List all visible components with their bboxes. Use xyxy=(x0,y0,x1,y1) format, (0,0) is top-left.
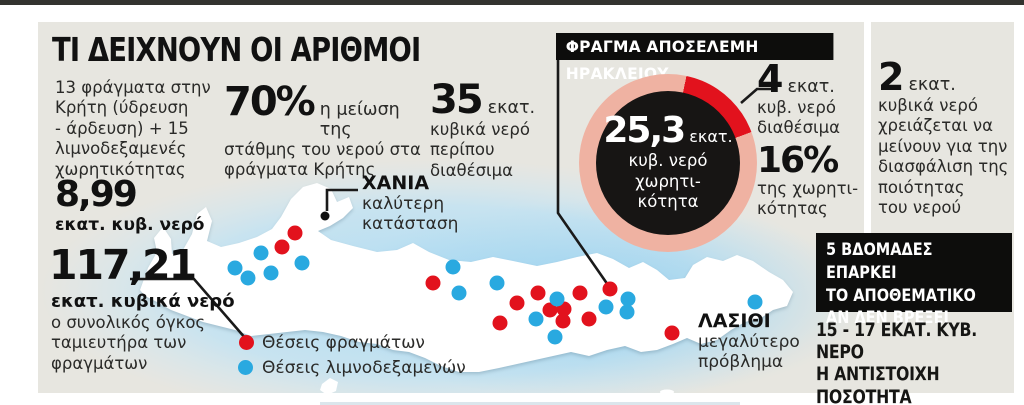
chania-name: ΧΑΝΙΑ xyxy=(362,172,430,194)
map-markers xyxy=(227,225,763,345)
marker-reservoir xyxy=(620,291,636,307)
stat-4-desc: κυβ. νερό διαθέσιμα xyxy=(757,98,840,138)
stat-8-99-unit: εκατ. κυβ. νερό xyxy=(55,215,205,235)
chrysi-islet xyxy=(660,389,674,393)
stat-16-desc: της χωρητι- κότητας xyxy=(757,178,859,219)
stat-117-21-value: 117,21 xyxy=(49,241,197,289)
chania-label: ΧΑΝΙΑ καλύτερη κατάσταση xyxy=(362,173,458,234)
lasithi-desc: μεγαλύτερο πρόβλημα xyxy=(698,331,800,372)
stat-4-unit: εκατ. xyxy=(787,77,835,97)
marker-reservoir xyxy=(489,275,505,291)
intro-text: 13 φράγματα στην Κρήτη (ύδρευση - άρδευσ… xyxy=(55,78,211,179)
donut-unit: εκατ. xyxy=(689,127,733,147)
marker-reservoir xyxy=(227,260,243,276)
stat-35-value: 35 xyxy=(430,77,484,123)
marker-dam xyxy=(581,311,597,327)
stat-2-value: 2 xyxy=(878,55,904,99)
lasithi-name: ΛΑΣΙΘΙ xyxy=(698,310,771,332)
total-volume-callout-line xyxy=(130,277,247,340)
stat-117-21-unit: εκατ. κυβικά νερό xyxy=(51,291,235,312)
bottom-edge-strip xyxy=(320,402,740,405)
marker-reservoir xyxy=(240,270,256,286)
marker-reservoir xyxy=(549,291,565,307)
donut-value: 25,3 xyxy=(603,110,686,152)
marker-dam xyxy=(287,225,303,241)
crete-island xyxy=(140,183,793,372)
marker-reservoir xyxy=(294,255,310,271)
donut-center: 25,3 εκατ. κυβ. νερό χωρητι- κότητα xyxy=(596,91,740,235)
legend-dam-label: Θέσεις φραγμάτων xyxy=(262,333,425,353)
marker-reservoir xyxy=(598,299,614,315)
reserve-warning-box: 5 ΒΔΟΜΑΔΕΣ ΕΠΑΡΚΕΙ ΤΟ ΑΠΟΘΕΜΑΤΙΚΟ ΑΝ ΔΕΝ… xyxy=(816,233,1012,327)
marker-dam xyxy=(542,302,558,318)
legend-reservoir-dot xyxy=(238,360,253,375)
quality-reserve-block: 2 εκατ. κυβικά νερό χρειάζεται να μείνου… xyxy=(878,58,1014,219)
marker-reservoir xyxy=(547,329,563,345)
stat-16-value: 16% xyxy=(757,139,839,181)
stat-2-unit: εκατ. xyxy=(908,75,956,95)
stat-4-value: 4 xyxy=(757,57,783,101)
marker-reservoir xyxy=(253,245,269,261)
legend-dam-dot xyxy=(239,335,254,350)
donut-desc: κυβ. νερό χωρητι- κότητα xyxy=(628,151,708,212)
stat-70-value: 70% xyxy=(224,79,316,125)
marker-reservoir xyxy=(619,304,635,320)
marker-dam xyxy=(274,239,290,255)
marker-dam xyxy=(509,295,525,311)
marker-reservoir xyxy=(528,311,544,327)
stat-35-block: 35 εκατ. κυβικά νερό περίπου διαθέσιμα xyxy=(430,80,550,181)
stat-117-21-desc: ο συνολικός όγκος ταμιευτήρα των φραγμάτ… xyxy=(51,313,206,373)
available-water-block: 4 εκατ. κυβ. νερό διαθέσιμα 16% της χωρη… xyxy=(757,60,865,220)
marker-dam xyxy=(555,313,571,329)
top-rule xyxy=(0,0,1024,5)
stat-2-desc: κυβικά νερό χρειάζεται να μείνουν για τη… xyxy=(878,96,1009,218)
marker-reservoir xyxy=(747,294,763,310)
lasithi-label: ΛΑΣΙΘΙ μεγαλύτερο πρόβλημα xyxy=(698,311,800,372)
gavdos-islet xyxy=(320,378,338,393)
page-title: ΤΙ ΔΕΙΧΝΟΥΝ ΟΙ ΑΡΙΘΜΟΙ xyxy=(52,30,421,69)
stat-70-block: 70% η μείωση της στάθμης του νερού στα φ… xyxy=(224,82,424,181)
dam-header: ΦΡΑΓΜΑ ΑΠΟΣΕΛΕΜΗ ΗΡΑΚΛΕΙΟΥ xyxy=(556,33,834,83)
capacity-donut-chart: 25,3 εκατ. κυβ. νερό χωρητι- κότητα xyxy=(579,74,757,252)
last-year-note: 15 - 17 ΕΚΑΤ. ΚΥΒ. ΝΕΡΟ Η ΑΝΤΙΣΤΟΙΧΗ ΠΟΣ… xyxy=(816,320,977,405)
marker-reservoir xyxy=(445,259,461,275)
stat-70-lead: η μείωση της xyxy=(319,100,400,140)
column-divider xyxy=(864,22,871,234)
available-callout-line xyxy=(740,87,776,104)
marker-reservoir xyxy=(263,265,279,281)
marker-reservoir xyxy=(451,285,467,301)
reserve-warning-text: 5 ΒΔΟΜΑΔΕΣ ΕΠΑΡΚΕΙ ΤΟ ΑΠΟΘΕΜΑΤΙΚΟ ΑΝ ΔΕΝ… xyxy=(826,240,976,328)
stat-8-99-value: 8,99 xyxy=(55,174,138,215)
chania-city-dot xyxy=(320,211,330,221)
marker-dam xyxy=(664,325,680,341)
marker-dam xyxy=(602,281,618,297)
marker-dam xyxy=(425,275,441,291)
stat-70-desc: στάθμης του νερού στα φράγματα Κρήτης xyxy=(224,140,421,180)
chania-callout-line xyxy=(325,188,358,211)
chania-desc: καλύτερη κατάσταση xyxy=(362,193,459,234)
marker-dam xyxy=(572,285,588,301)
legend-reservoir-label: Θέσεις λιμνοδεξαμενών xyxy=(262,358,466,378)
stat-35-desc: κυβικά νερό περίπου διαθέσιμα xyxy=(430,120,530,180)
marker-dam xyxy=(492,315,508,331)
marker-dam xyxy=(530,285,546,301)
aposelemis-callout-line xyxy=(556,60,610,286)
callout-lines xyxy=(130,60,776,340)
stat-35-unit: εκατ. xyxy=(487,98,536,118)
